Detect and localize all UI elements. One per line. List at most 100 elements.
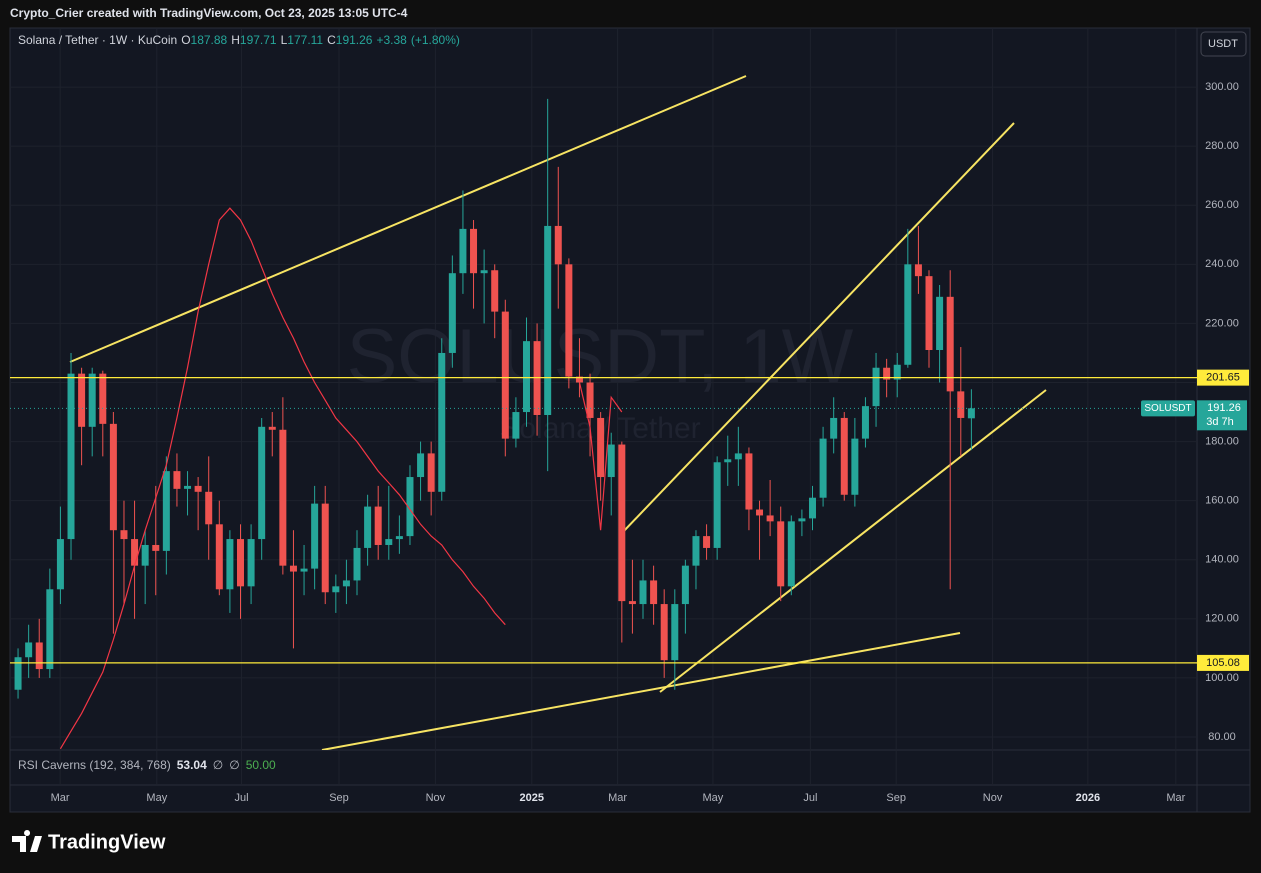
labels: 80.00100.00120.00140.00160.00180.00200.0… <box>51 81 1249 804</box>
price-tag-bg <box>1197 400 1247 431</box>
candle-body <box>194 485 202 492</box>
logo-text: TradingView <box>48 831 166 853</box>
candle-body <box>406 477 414 537</box>
candle-body <box>131 539 139 566</box>
x-tick-label: 2025 <box>520 792 544 804</box>
ohlc-value: 177.11 <box>287 33 323 47</box>
candle-body <box>925 276 933 351</box>
candle-body <box>565 264 573 377</box>
currency-label[interactable]: USDT <box>1208 38 1238 50</box>
trend-line <box>69 75 747 363</box>
countdown: 3d 7h <box>1206 416 1234 428</box>
candle-body <box>332 586 340 593</box>
candle-body <box>236 539 244 587</box>
candle-body <box>279 429 287 566</box>
y-tick-label: 180.00 <box>1205 435 1239 447</box>
y-tick-label: 240.00 <box>1205 258 1239 270</box>
candle-body <box>618 444 626 602</box>
candle-body <box>205 491 213 525</box>
candle-body <box>173 471 181 489</box>
candle-body <box>448 273 456 353</box>
candle-body <box>787 521 795 587</box>
candle-body <box>967 408 975 419</box>
credit: Crypto_Crier created with TradingView.co… <box>10 6 408 20</box>
candle-body <box>681 565 689 605</box>
candle-body <box>268 426 276 430</box>
candle-body <box>819 438 827 498</box>
candle-body <box>544 225 552 415</box>
trend-line <box>659 389 1047 693</box>
candle-body <box>226 539 234 590</box>
candle-body <box>300 568 308 572</box>
ohlc-value: 191.26 <box>336 33 373 47</box>
candle-body <box>692 536 700 566</box>
symbol-title: Solana / Tether · 1W · KuCoin <box>18 33 177 47</box>
candle-body <box>459 228 467 274</box>
candle-body <box>597 417 605 478</box>
symbol-tag: SOLUSDT <box>1144 403 1191 414</box>
candle-body <box>893 364 901 380</box>
candle-body <box>883 367 891 380</box>
candle-body <box>713 462 721 548</box>
candle-body <box>756 509 764 516</box>
candle-body <box>184 485 192 489</box>
candle-body <box>364 506 372 548</box>
ohlc-value: 187.88 <box>191 33 228 47</box>
y-tick-label: 100.00 <box>1205 672 1239 684</box>
indicator-level: 50.00 <box>246 758 276 772</box>
candle-body <box>914 264 922 277</box>
y-tick-label: 80.00 <box>1208 731 1236 743</box>
level-label: 201.65 <box>1206 372 1240 384</box>
y-tick-label: 300.00 <box>1205 81 1239 93</box>
candle-body <box>88 373 96 427</box>
candle-body <box>289 565 297 572</box>
candle-body <box>671 604 679 661</box>
candle-body <box>904 264 912 365</box>
candle-body <box>99 373 107 424</box>
symbol-legend: Solana / Tether · 1W · KuCoin O187.88 H197… <box>18 33 460 47</box>
y-tick-label: 220.00 <box>1205 317 1239 329</box>
candle-body <box>957 391 965 418</box>
candle-body <box>342 580 350 587</box>
candle-body <box>575 376 583 383</box>
x-tick-label: Nov <box>426 792 446 804</box>
indicator-legend: RSI Caverns (192, 384, 768) 53.04 ∅ ∅ 50.00 <box>18 758 276 772</box>
currency-button[interactable] <box>1200 31 1247 57</box>
candle-body <box>67 373 75 540</box>
candle-body <box>152 544 160 551</box>
candle-body <box>724 459 732 463</box>
logo-icon <box>12 830 42 852</box>
candle-body <box>798 518 806 522</box>
price-tag: 191.26 <box>1207 402 1241 414</box>
candle-body <box>374 506 382 545</box>
candle-body <box>247 539 255 587</box>
candle-body <box>766 515 774 522</box>
ohlc-label: C <box>327 33 336 47</box>
x-tick-label: Sep <box>329 792 349 804</box>
candle-body <box>25 642 33 658</box>
plot <box>10 75 1197 750</box>
x-tick-label: Jul <box>235 792 249 804</box>
candle-body <box>660 604 668 661</box>
candle-body <box>777 521 785 587</box>
candle-body <box>586 382 594 418</box>
candle-body <box>872 367 880 407</box>
candle-body <box>512 412 520 439</box>
candle-body <box>861 406 869 439</box>
candle-body <box>501 311 509 439</box>
candle-body <box>522 341 530 413</box>
candle-body <box>120 530 128 540</box>
candle-body <box>438 352 446 492</box>
level-label: 105.08 <box>1206 657 1240 669</box>
candle-body <box>311 503 319 569</box>
level-label-bg <box>1197 654 1249 671</box>
indicator-extra: ∅ <box>213 758 223 772</box>
candle-body <box>258 426 266 540</box>
candle-body <box>56 539 64 590</box>
ohlc-label: L <box>281 33 288 47</box>
candle-body <box>353 547 361 581</box>
candle-body <box>554 225 562 265</box>
candle-body <box>427 453 435 492</box>
y-tick-label: 280.00 <box>1205 140 1239 152</box>
candle-body <box>830 417 838 439</box>
